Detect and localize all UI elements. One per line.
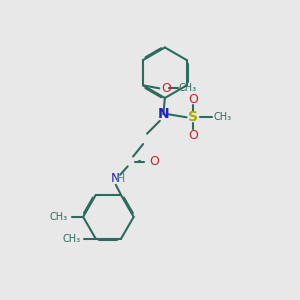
Text: O: O [188, 129, 198, 142]
Text: O: O [161, 82, 171, 95]
Text: CH₃: CH₃ [214, 112, 232, 122]
Text: CH₃: CH₃ [178, 83, 197, 93]
Text: CH₃: CH₃ [50, 212, 68, 222]
Text: S: S [188, 110, 198, 124]
Text: H: H [116, 172, 126, 185]
Text: CH₃: CH₃ [62, 234, 80, 244]
Text: N: N [158, 107, 169, 121]
Text: O: O [149, 155, 159, 168]
Text: O: O [188, 93, 198, 106]
Text: N: N [111, 172, 121, 185]
